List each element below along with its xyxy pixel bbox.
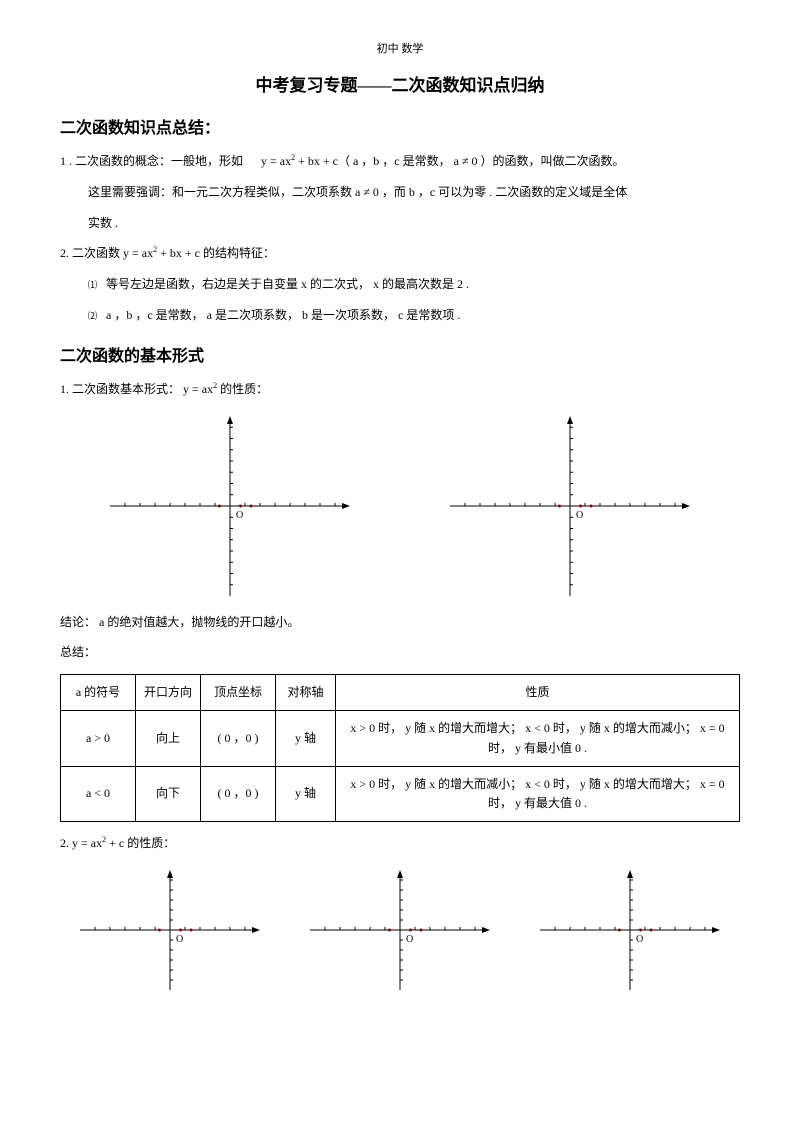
svg-text:O: O <box>176 934 183 945</box>
th-axis: 对称轴 <box>276 675 336 711</box>
cell-axis-1: y 轴 <box>276 711 336 766</box>
concept-line3: 实数 . <box>60 212 740 235</box>
section1-title: 二次函数知识点总结： <box>60 114 740 138</box>
th-sign: a 的符号 <box>61 675 136 711</box>
p1-prefix: 1 . 二次函数的概念：一般地，形如 <box>60 154 243 168</box>
cell-prop-1: x > 0 时， y 随 x 的增大而增大； x < 0 时， y 随 x 的增… <box>336 711 740 766</box>
s2p1-prefix: 1. 二次函数基本形式： y = ax <box>60 382 213 396</box>
p2-suffix: + bx + c 的结构特征： <box>157 246 275 260</box>
cell-sign-2: a < 0 <box>61 766 136 821</box>
axis-chart-2: O <box>450 416 690 596</box>
concept-para: 1 . 二次函数的概念：一般地，形如 y = ax2 + bx + c（ a ，… <box>60 150 740 173</box>
page-header: 初中 数学 <box>60 40 740 56</box>
axis-chart-5: O <box>540 870 720 990</box>
table-header-row: a 的符号 开口方向 顶点坐标 对称轴 性质 <box>61 675 740 711</box>
concept-line2: 这里需要强调：和一元二次方程类似，二次项系数 a ≠ 0 ，而 b ，c 可以为… <box>60 181 740 204</box>
summary-label: 总结： <box>60 641 740 664</box>
s2p1-suffix: 的性质： <box>217 382 268 396</box>
section2-title: 二次函数的基本形式 <box>60 342 740 366</box>
p1-sup: 2 <box>291 153 295 162</box>
table-row: a < 0 向下 ( 0 ，0 ) y 轴 x > 0 时， y 随 x 的增大… <box>61 766 740 821</box>
th-direction: 开口方向 <box>136 675 201 711</box>
conclusion: 结论： a 的绝对值越大，抛物线的开口越小。 <box>60 611 740 634</box>
cell-dir-1: 向上 <box>136 711 201 766</box>
charts-row-1: O O <box>60 416 740 596</box>
svg-text:O: O <box>236 510 243 521</box>
li2-text: a ，b ，c 是常数， a 是二次项系数， b 是一次项系数， c 是常数项 … <box>106 308 460 322</box>
structure-para: 2. 二次函数 y = ax2 + bx + c 的结构特征： <box>60 242 740 265</box>
axis-chart-4: O <box>310 870 490 990</box>
axis-chart-1: O <box>110 416 350 596</box>
th-vertex: 顶点坐标 <box>201 675 276 711</box>
p2-prefix: 2. 二次函数 y = ax <box>60 246 153 260</box>
page-title: 中考复习专题——二次函数知识点归纳 <box>60 71 740 96</box>
cell-sign-1: a > 0 <box>61 711 136 766</box>
axis-chart-3: O <box>80 870 260 990</box>
cell-axis-2: y 轴 <box>276 766 336 821</box>
list-item-1: ⑴ 等号左边是函数，右边是关于自变量 x 的二次式， x 的最高次数是 2 . <box>60 273 740 296</box>
svg-text:O: O <box>576 510 583 521</box>
s2p2-prefix: 2. y = ax <box>60 836 102 850</box>
li1-text: 等号左边是函数，右边是关于自变量 x 的二次式， x 的最高次数是 2 . <box>106 277 469 291</box>
form2-para: 2. y = ax2 + c 的性质： <box>60 832 740 855</box>
properties-table: a 的符号 开口方向 顶点坐标 对称轴 性质 a > 0 向上 ( 0 ，0 )… <box>60 674 740 822</box>
cell-vertex-2: ( 0 ，0 ) <box>201 766 276 821</box>
cell-vertex-1: ( 0 ，0 ) <box>201 711 276 766</box>
list-item-2: ⑵ a ，b ，c 是常数， a 是二次项系数， b 是一次项系数， c 是常数… <box>60 304 740 327</box>
basic-form-para: 1. 二次函数基本形式： y = ax2 的性质： <box>60 378 740 401</box>
table-row: a > 0 向上 ( 0 ，0 ) y 轴 x > 0 时， y 随 x 的增大… <box>61 711 740 766</box>
svg-text:O: O <box>406 934 413 945</box>
svg-text:O: O <box>636 934 643 945</box>
cell-dir-2: 向下 <box>136 766 201 821</box>
p1-formula: y = ax <box>261 154 291 168</box>
charts-row-2: O O O <box>60 870 740 990</box>
cell-prop-2: x > 0 时， y 随 x 的增大而减小； x < 0 时， y 随 x 的增… <box>336 766 740 821</box>
p1-mid: + bx + c（ a ，b ，c 是常数， a ≠ 0 ）的函数，叫做二次函数… <box>298 154 624 168</box>
list-num-1: ⑴ <box>88 280 97 290</box>
s2p2-suffix: + c 的性质： <box>106 836 175 850</box>
th-property: 性质 <box>336 675 740 711</box>
list-num-2: ⑵ <box>88 311 97 321</box>
